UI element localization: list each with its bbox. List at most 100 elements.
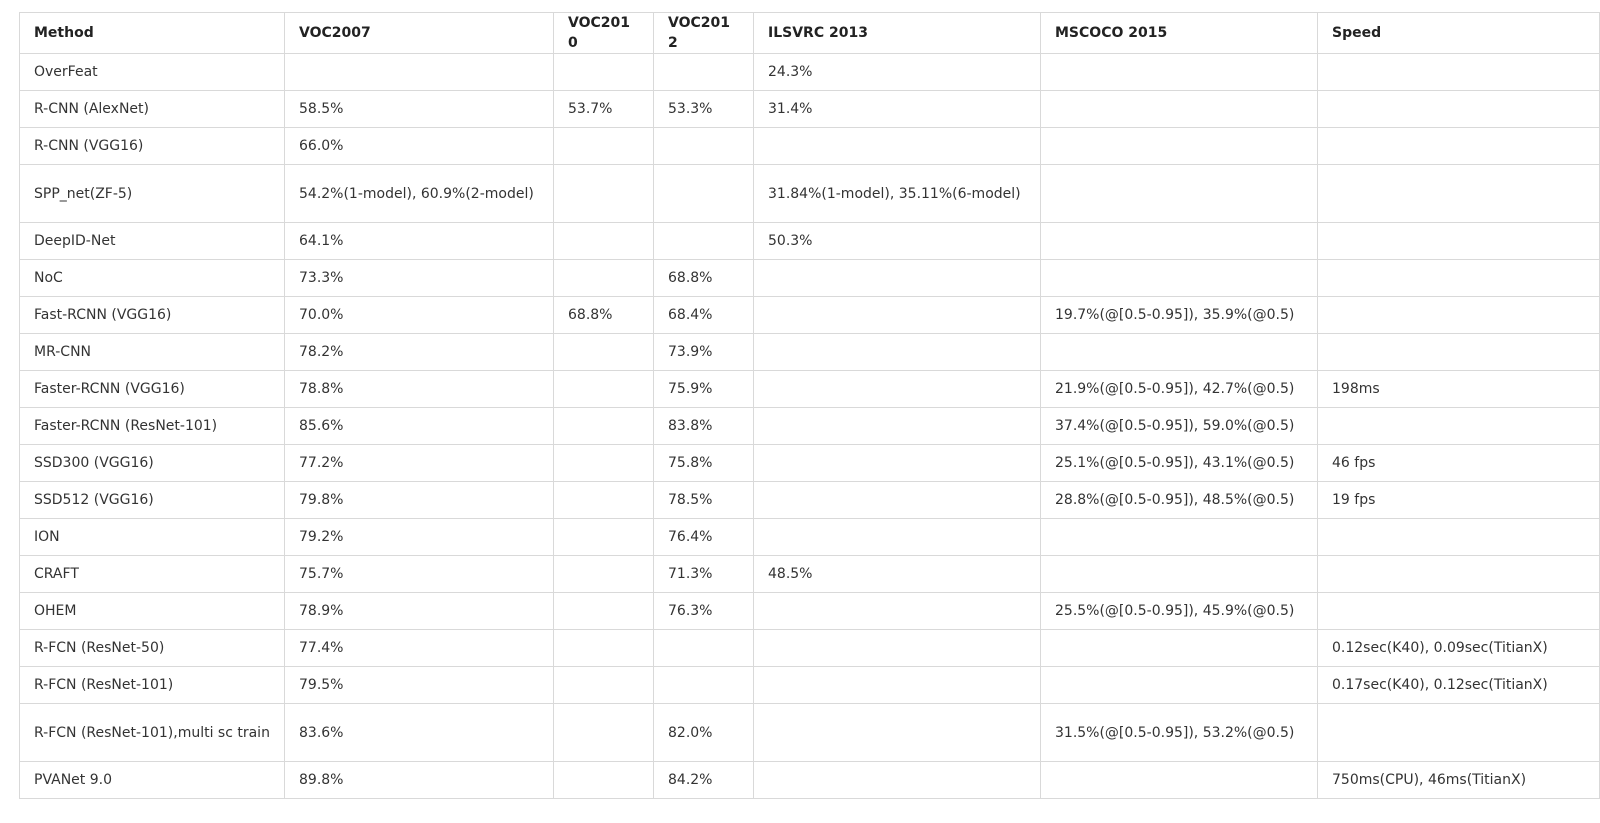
cell-ilsvrc2013 [753, 518, 1041, 556]
cell-method: R-FCN (ResNet-101) [19, 666, 285, 704]
cell-voc2007: 58.5% [284, 90, 554, 128]
table-row: MR-CNN 78.2% 73.9% [19, 333, 1600, 371]
cell-mscoco2015 [1040, 761, 1318, 799]
cell-speed [1317, 164, 1600, 223]
cell-ilsvrc2013 [753, 761, 1041, 799]
cell-speed [1317, 407, 1600, 445]
cell-voc2010 [553, 761, 654, 799]
table-row: R-FCN (ResNet-50) 77.4% 0.12sec(K40), 0.09… [19, 629, 1600, 667]
cell-method: SSD300 (VGG16) [19, 444, 285, 482]
header-voc2010: VOC2010 [553, 12, 654, 54]
cell-voc2010 [553, 407, 654, 445]
cell-voc2010 [553, 444, 654, 482]
header-ilsvrc2013: ILSVRC 2013 [753, 12, 1041, 54]
cell-method: R-CNN (AlexNet) [19, 90, 285, 128]
cell-voc2012: 76.4% [653, 518, 754, 556]
cell-voc2010: 53.7% [553, 90, 654, 128]
cell-ilsvrc2013 [753, 259, 1041, 297]
cell-method: SSD512 (VGG16) [19, 481, 285, 519]
cell-voc2012 [653, 127, 754, 165]
table-row: R-CNN (VGG16) 66.0% [19, 127, 1600, 165]
table-row: DeepID-Net 64.1% 50.3% [19, 222, 1600, 260]
cell-voc2012: 82.0% [653, 703, 754, 762]
cell-voc2012: 71.3% [653, 555, 754, 593]
cell-voc2010 [553, 127, 654, 165]
cell-voc2007: 64.1% [284, 222, 554, 260]
cell-voc2012 [653, 629, 754, 667]
cell-voc2012: 75.8% [653, 444, 754, 482]
header-method: Method [19, 12, 285, 54]
table-row: OHEM 78.9% 76.3% 25.5%(@[0.5-0.95]), 45.9%(… [19, 592, 1600, 630]
cell-method: R-FCN (ResNet-101),multi sc train [19, 703, 285, 762]
cell-mscoco2015 [1040, 333, 1318, 371]
cell-voc2010 [553, 592, 654, 630]
cell-method: PVANet 9.0 [19, 761, 285, 799]
cell-mscoco2015 [1040, 90, 1318, 128]
table-row: R-FCN (ResNet-101) 79.5% 0.17sec(K40), 0.1… [19, 666, 1600, 704]
cell-voc2010 [553, 259, 654, 297]
cell-voc2012: 76.3% [653, 592, 754, 630]
cell-voc2012: 68.8% [653, 259, 754, 297]
cell-ilsvrc2013 [753, 333, 1041, 371]
cell-voc2010 [553, 518, 654, 556]
cell-ilsvrc2013 [753, 703, 1041, 762]
cell-ilsvrc2013: 31.84%(1-model), 35.11%(6-model) [753, 164, 1041, 223]
cell-mscoco2015 [1040, 259, 1318, 297]
cell-speed: 750ms(CPU), 46ms(TitianX) [1317, 761, 1600, 799]
header-voc2007: VOC2007 [284, 12, 554, 54]
cell-speed [1317, 222, 1600, 260]
cell-ilsvrc2013 [753, 629, 1041, 667]
cell-speed [1317, 259, 1600, 297]
cell-voc2007 [284, 53, 554, 91]
cell-method: SPP_net(ZF-5) [19, 164, 285, 223]
cell-voc2012: 78.5% [653, 481, 754, 519]
cell-method: Fast-RCNN (VGG16) [19, 296, 285, 334]
cell-speed [1317, 592, 1600, 630]
cell-mscoco2015 [1040, 127, 1318, 165]
cell-voc2007: 77.4% [284, 629, 554, 667]
cell-method: NoC [19, 259, 285, 297]
cell-voc2012 [653, 666, 754, 704]
cell-mscoco2015: 25.1%(@[0.5-0.95]), 43.1%(@0.5) [1040, 444, 1318, 482]
cell-voc2010: 68.8% [553, 296, 654, 334]
cell-voc2007: 78.2% [284, 333, 554, 371]
cell-speed: 19 fps [1317, 481, 1600, 519]
cell-mscoco2015: 19.7%(@[0.5-0.95]), 35.9%(@0.5) [1040, 296, 1318, 334]
cell-method: OHEM [19, 592, 285, 630]
cell-method: MR-CNN [19, 333, 285, 371]
cell-ilsvrc2013: 31.4% [753, 90, 1041, 128]
cell-method: OverFeat [19, 53, 285, 91]
cell-voc2010 [553, 555, 654, 593]
cell-mscoco2015 [1040, 164, 1318, 223]
cell-mscoco2015: 28.8%(@[0.5-0.95]), 48.5%(@0.5) [1040, 481, 1318, 519]
cell-ilsvrc2013 [753, 444, 1041, 482]
cell-ilsvrc2013: 24.3% [753, 53, 1041, 91]
table-row: OverFeat 24.3% [19, 53, 1600, 91]
table-row: ION 79.2% 76.4% [19, 518, 1600, 556]
table-row: PVANet 9.0 89.8% 84.2% 750ms(CPU), 46ms(Tit… [19, 761, 1600, 799]
cell-speed: 198ms [1317, 370, 1600, 408]
comparison-table: Method VOC2007 VOC2010 VOC2012 ILSVRC 20… [19, 12, 1600, 799]
cell-method: CRAFT [19, 555, 285, 593]
cell-ilsvrc2013 [753, 407, 1041, 445]
table-row: Faster-RCNN (VGG16) 78.8% 75.9% 21.9%(@[0.5… [19, 370, 1600, 408]
cell-voc2012: 84.2% [653, 761, 754, 799]
cell-ilsvrc2013 [753, 666, 1041, 704]
cell-ilsvrc2013: 48.5% [753, 555, 1041, 593]
cell-voc2007: 77.2% [284, 444, 554, 482]
cell-voc2007: 83.6% [284, 703, 554, 762]
cell-voc2007: 78.8% [284, 370, 554, 408]
cell-mscoco2015 [1040, 666, 1318, 704]
cell-mscoco2015: 21.9%(@[0.5-0.95]), 42.7%(@0.5) [1040, 370, 1318, 408]
cell-ilsvrc2013 [753, 370, 1041, 408]
cell-mscoco2015 [1040, 222, 1318, 260]
cell-voc2010 [553, 666, 654, 704]
cell-method: R-FCN (ResNet-50) [19, 629, 285, 667]
cell-voc2010 [553, 53, 654, 91]
table-row: R-FCN (ResNet-101),multi sc train 83.6% 82… [19, 703, 1600, 762]
cell-mscoco2015: 37.4%(@[0.5-0.95]), 59.0%(@0.5) [1040, 407, 1318, 445]
cell-voc2007: 66.0% [284, 127, 554, 165]
cell-speed: 0.17sec(K40), 0.12sec(TitianX) [1317, 666, 1600, 704]
cell-mscoco2015 [1040, 53, 1318, 91]
header-mscoco2015: MSCOCO 2015 [1040, 12, 1318, 54]
